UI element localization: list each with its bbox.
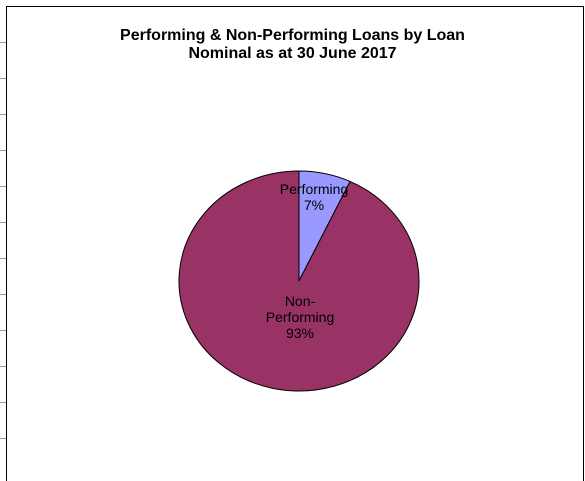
left-edge-ticks	[0, 0, 6, 481]
chart-title: Performing & Non-Performing Loans by Loa…	[0, 27, 585, 63]
slice-value-label: 7%	[304, 197, 324, 213]
slice-category-label: Non-	[285, 293, 316, 309]
slice-label-non-performing: Non-Performing 93%	[266, 293, 334, 341]
slice-value-label: 93%	[286, 325, 314, 341]
chart-title-line-1: Performing & Non-Performing Loans by Loa…	[120, 27, 465, 44]
slice-category-label: Performing	[280, 181, 348, 197]
chart-title-line-2: Nominal as at 30 June 2017	[188, 45, 397, 62]
pie-slice-non-performing	[178, 170, 420, 392]
slice-label-performing: Performing 7%	[280, 181, 348, 213]
slice-category-label: Performing	[266, 309, 334, 325]
